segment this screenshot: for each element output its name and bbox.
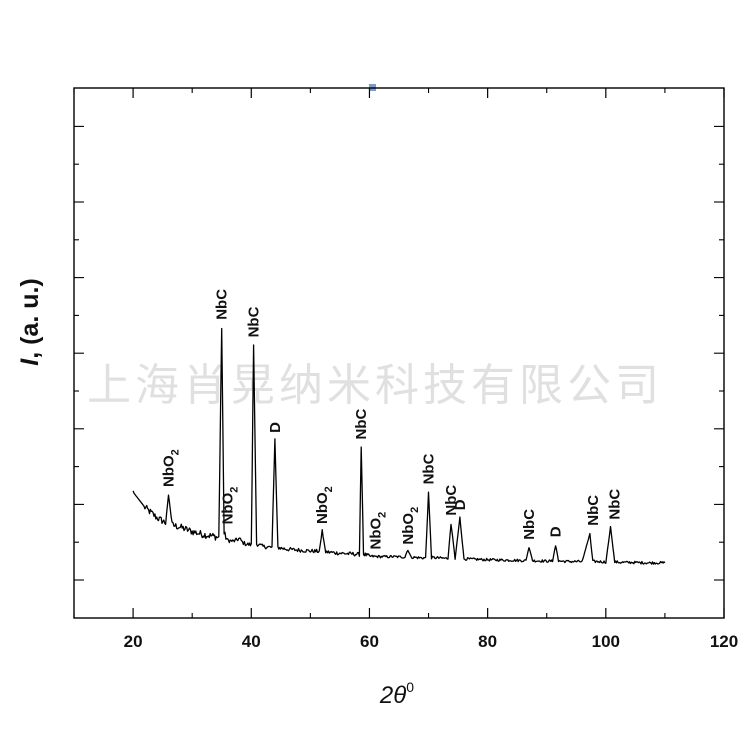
peak-label: D: [267, 422, 284, 433]
x-axis-title: 2θ0: [379, 679, 414, 709]
peak-label-text: NbC: [421, 453, 438, 484]
series-group: [132, 327, 666, 565]
peak-label: NbC: [443, 485, 460, 516]
peak-label-text: NbO: [220, 492, 237, 524]
peak-label-text: NbC: [585, 495, 602, 526]
peak-label-subscript: 2: [376, 512, 388, 518]
x-tick-label: 20: [124, 632, 143, 651]
axis-ticks: 20 40 60 80 100 120: [73, 88, 738, 651]
peak-label: NbO2: [220, 487, 241, 525]
peak-label-text: D: [452, 499, 469, 510]
peak-label-text: NbC: [353, 409, 370, 440]
x-tick-label: 60: [360, 632, 379, 651]
peak-label-text: NbC: [214, 289, 231, 320]
peak-label-subscript: 2: [170, 449, 182, 455]
y-axis-title-rest: , (a. u.): [16, 278, 44, 359]
peak-label-text: D: [548, 526, 565, 537]
peak-label-text: NbO: [367, 518, 384, 550]
peak-label: NbO2: [161, 449, 182, 487]
peak-label: NbC: [353, 409, 370, 440]
peak-label-text: NbO: [400, 513, 417, 545]
x-axis-title-main: 2θ: [379, 682, 406, 709]
peak-label-text: NbC: [443, 485, 460, 516]
x-tick-label: 120: [710, 632, 738, 651]
peak-label-text: NbO: [161, 455, 178, 487]
x-tick-label: 40: [242, 632, 261, 651]
peak-label-text: NbC: [607, 489, 624, 520]
x-tick-label: 80: [478, 632, 497, 651]
peak-label-text: D: [267, 422, 284, 433]
peak-label: NbC: [585, 495, 602, 526]
peak-label-text: NbO: [314, 492, 331, 524]
x-tick-label: 100: [592, 632, 620, 651]
x-axis-title-sup: 0: [406, 679, 414, 695]
y-axis-title: I, (a. u.): [16, 278, 44, 366]
peak-label-text: NbC: [246, 306, 263, 337]
peak-label-subscript: 2: [323, 486, 335, 492]
peak-label: NbO2: [367, 512, 388, 550]
peak-label: D: [452, 499, 469, 510]
peak-label: D: [548, 526, 565, 537]
peak-label: NbC: [607, 489, 624, 520]
peak-label: NbC: [246, 306, 263, 337]
peak-label: NbC: [521, 509, 538, 540]
peak-label: NbC: [421, 453, 438, 484]
peak-label: NbO2: [314, 486, 335, 524]
xrd-pattern-line: [132, 327, 666, 565]
peak-label-text: NbC: [521, 509, 538, 540]
y-axis-title-main: I: [16, 358, 44, 366]
peak-label-subscript: 2: [409, 507, 421, 513]
peak-label-subscript: 2: [229, 487, 241, 493]
peak-label: NbC: [214, 289, 231, 320]
watermark-text: 上海肖晃纳米科技有限公司: [87, 360, 663, 411]
peak-label: NbO2: [400, 507, 421, 545]
